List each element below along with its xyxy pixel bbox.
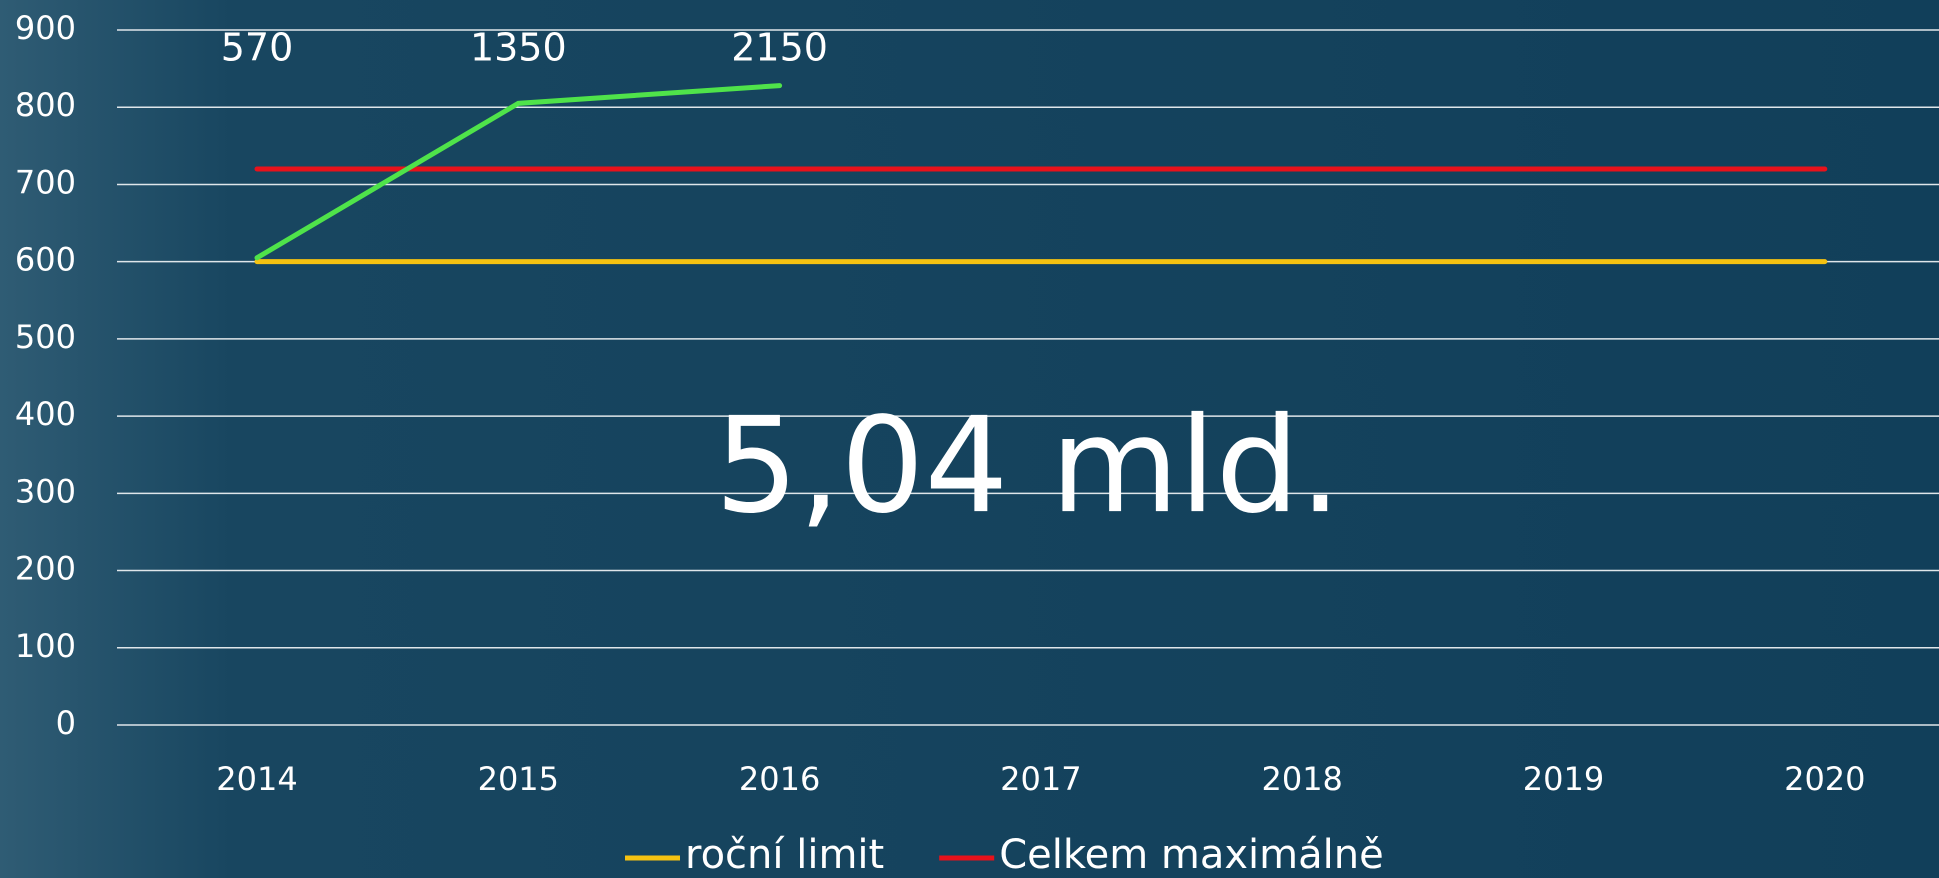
line-series	[254, 83, 783, 261]
y-tick-label: 400	[15, 395, 76, 433]
x-tick-label: 2019	[1523, 760, 1604, 798]
annotation: 570	[221, 26, 294, 70]
y-tick-label: 800	[15, 86, 76, 124]
y-tick-label: 600	[15, 241, 76, 279]
y-tick-label: 500	[15, 318, 76, 356]
annotation: 1350	[470, 26, 567, 70]
y-tick-label: 700	[15, 163, 76, 201]
annotation: 2150	[731, 26, 828, 70]
x-tick-label: 2018	[1261, 760, 1342, 798]
y-tick-label: 900	[15, 9, 76, 47]
y-tick-label: 300	[15, 472, 76, 510]
big-annotation: 5,04 mld.	[715, 389, 1342, 543]
y-tick-label: 100	[15, 627, 76, 665]
x-tick-label: 2016	[739, 760, 820, 798]
legend-label: roční limit	[685, 832, 884, 878]
legend-label: Celkem maximálně	[999, 832, 1384, 878]
x-tick-label: 2014	[216, 760, 297, 798]
x-tick-label: 2020	[1784, 760, 1865, 798]
x-tick-label: 2017	[1000, 760, 1081, 798]
y-tick-label: 200	[15, 550, 76, 588]
y-tick-label: 0	[56, 704, 76, 742]
x-tick-label: 2015	[478, 760, 559, 798]
